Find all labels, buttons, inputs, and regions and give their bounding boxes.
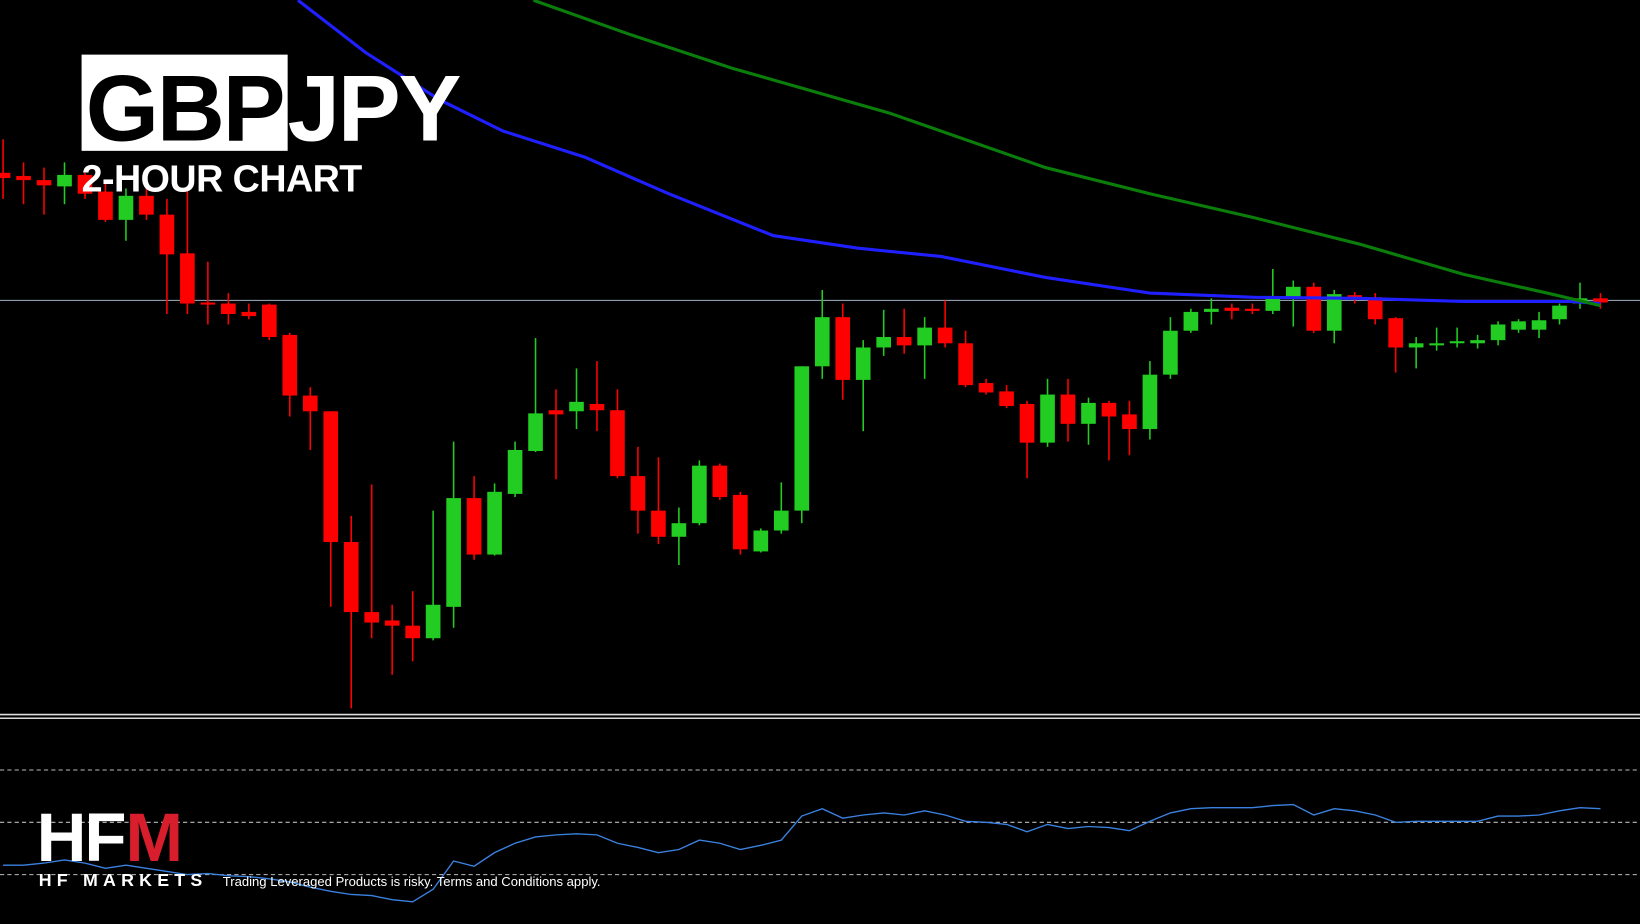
- candle-body: [958, 343, 973, 386]
- candle-body: [180, 253, 195, 304]
- candle-body: [794, 366, 810, 511]
- candle-body: [77, 174, 93, 194]
- candle-body: [1265, 298, 1281, 311]
- candle-body: [1511, 321, 1526, 330]
- candle-body: [569, 401, 584, 412]
- indicator-line: [3, 803, 1601, 903]
- candle-body: [1122, 414, 1137, 430]
- candle-body: [1531, 320, 1547, 330]
- candle-body: [814, 317, 830, 367]
- candle-body: [1204, 308, 1219, 312]
- candle-body: [630, 476, 646, 511]
- candle-body: [221, 303, 236, 315]
- candle-body: [896, 337, 912, 346]
- candle-body: [1081, 402, 1096, 424]
- candle-body: [712, 465, 728, 498]
- candle-body: [528, 413, 543, 452]
- chart-title: JPY: [288, 55, 461, 160]
- candle-body: [16, 175, 31, 181]
- candle-body: [487, 491, 502, 555]
- candle-body: [1552, 305, 1567, 320]
- candle-body: [446, 498, 461, 607]
- candle-body: [1183, 311, 1199, 331]
- candle-body: [917, 327, 932, 346]
- logo-accent: M: [125, 799, 180, 876]
- candle-body: [98, 191, 113, 220]
- candle-body: [1040, 394, 1055, 443]
- candle-body: [1449, 341, 1465, 344]
- candle-body: [1142, 374, 1158, 430]
- candle-body: [671, 523, 687, 537]
- candle-body: [1429, 343, 1444, 346]
- candle-body: [651, 510, 666, 537]
- candle-body: [1019, 403, 1035, 443]
- candle-body: [1470, 340, 1485, 344]
- candle-body: [364, 612, 380, 623]
- candle-body: [261, 304, 277, 338]
- candle-body: [1306, 286, 1322, 331]
- candle-body: [343, 542, 359, 613]
- title-box: [81, 54, 288, 151]
- candle-body: [855, 347, 871, 380]
- title-highlight: GBP: [86, 55, 284, 160]
- candle-body: [466, 498, 482, 555]
- candle-body: [1285, 286, 1301, 298]
- candle-body: [999, 391, 1014, 407]
- candle-body: [405, 625, 420, 639]
- candle-body: [1224, 307, 1240, 311]
- candle-body: [1367, 297, 1383, 320]
- chart-subtitle: 2-HOUR CHART: [82, 158, 363, 200]
- candle-body: [548, 410, 564, 415]
- candle-body: [507, 449, 523, 494]
- logo-main: HF: [37, 799, 125, 876]
- candle-body: [753, 530, 769, 552]
- candle-body: [610, 410, 625, 477]
- candle-body: [1101, 402, 1117, 417]
- candle-body: [200, 302, 216, 305]
- candle-body: [384, 620, 400, 626]
- moving-average: [532, 0, 1601, 308]
- candle-body: [1060, 394, 1076, 424]
- candle-body: [835, 317, 851, 380]
- candle-body: [733, 494, 748, 550]
- candle-body: [978, 383, 994, 393]
- disclaimer: Trading Leveraged Products is risky. Ter…: [223, 874, 601, 889]
- candle-body: [1163, 330, 1178, 375]
- candle-body: [1326, 294, 1342, 331]
- candle-body: [323, 411, 339, 543]
- candle-body: [692, 465, 707, 524]
- candle-body: [1593, 298, 1608, 303]
- candle-body: [1490, 324, 1506, 341]
- candle-body: [0, 172, 11, 179]
- candle-body: [57, 174, 72, 187]
- candle-body: [1245, 308, 1260, 311]
- candle-body: [589, 403, 605, 411]
- candle-body: [282, 334, 298, 396]
- candle-body: [36, 180, 52, 186]
- moving-average: [297, 0, 1601, 306]
- candle-body: [425, 604, 441, 639]
- candle-body: [1408, 343, 1424, 348]
- candle-body: [302, 395, 318, 412]
- candle-body: [139, 195, 154, 215]
- candle-body: [1388, 318, 1404, 348]
- candle-body: [159, 214, 175, 255]
- candle-body: [118, 195, 134, 220]
- logo-name: HF MARKETS: [39, 870, 208, 890]
- candle-body: [241, 311, 257, 317]
- candle-body: [773, 510, 789, 531]
- candle-body: [937, 327, 953, 344]
- candle-body: [876, 337, 892, 348]
